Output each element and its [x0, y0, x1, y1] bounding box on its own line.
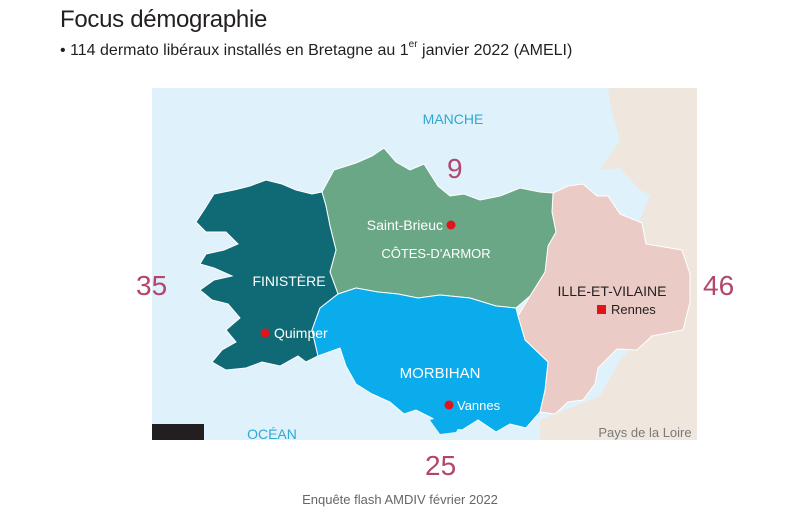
sea-label-ocean: OCÉAN	[247, 426, 297, 442]
count-cotes-darmor: 9	[447, 153, 463, 184]
island-belle-ile	[430, 416, 462, 434]
department-label-cotes-darmor: CÔTES-D'ARMOR	[381, 246, 490, 261]
count-ille-et-vilaine: 46	[703, 270, 735, 301]
department-label-ille-et-vilaine: ILLE-ET-VILAINE	[558, 283, 667, 299]
subtitle-bullet: •	[60, 42, 66, 59]
count-morbihan: 25	[425, 450, 457, 481]
neighbor-land	[540, 88, 697, 440]
department-label-morbihan: MORBIHAN	[400, 365, 481, 382]
sea-label-manche: MANCHE	[423, 111, 484, 127]
city-label-rennes: Rennes	[611, 302, 656, 317]
subtitle-superscript: er	[408, 39, 418, 50]
city-label-saint-brieuc: Saint-Brieuc	[367, 217, 443, 233]
subtitle-text: 114 dermato libéraux installés en Bretag…	[70, 42, 409, 59]
city-marker-quimper	[260, 328, 270, 338]
page-subtitle: • 114 dermato libéraux installés en Bret…	[60, 39, 573, 60]
source-footnote: Enquête flash AMDIV février 2022	[302, 492, 498, 507]
map-corner-block	[152, 424, 204, 440]
page-title: Focus démographie	[60, 6, 268, 33]
neighbor-region-label: Pays de la Loire	[598, 425, 691, 440]
subtitle-text-end: janvier 2022 (AMELI)	[417, 42, 573, 59]
department-morbihan[interactable]	[311, 287, 549, 433]
city-label-vannes: Vannes	[457, 398, 501, 413]
count-finistere: 35	[136, 270, 168, 301]
city-marker-vannes	[444, 400, 454, 410]
department-finistere[interactable]	[195, 179, 339, 371]
city-marker-rennes	[597, 305, 606, 314]
department-label-finistere: FINISTÈRE	[252, 273, 325, 289]
city-marker-saint-brieuc	[446, 220, 456, 230]
normandie-land	[600, 140, 650, 195]
city-label-quimper: Quimper	[274, 325, 328, 341]
